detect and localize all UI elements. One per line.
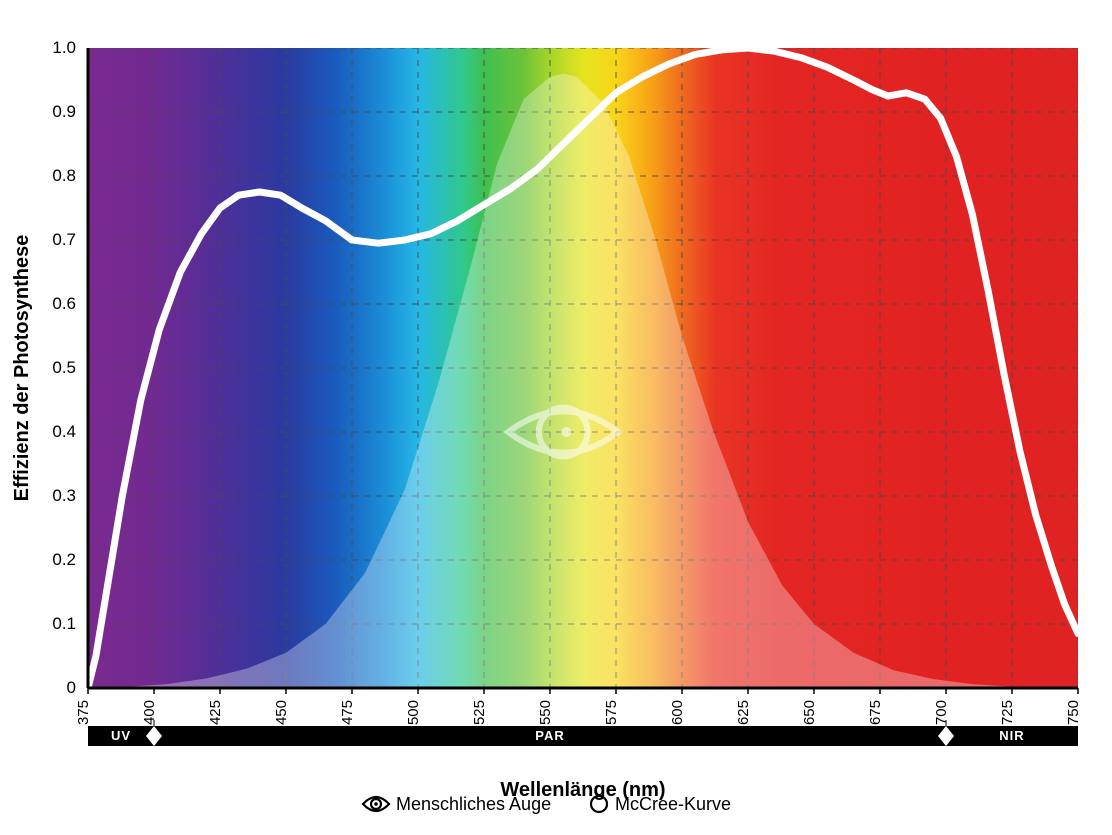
x-tick-label: 700: [933, 700, 950, 725]
legend-label: Menschliches Auge: [396, 794, 551, 814]
x-tick-label: 650: [801, 700, 818, 725]
y-tick-label: 0.6: [52, 294, 76, 313]
x-tick-label: 625: [735, 700, 752, 725]
x-tick-label: 725: [999, 700, 1016, 725]
x-tick-label: 400: [141, 700, 158, 725]
y-tick-label: 0.9: [52, 102, 76, 121]
range-label: NIR: [999, 728, 1024, 743]
y-tick-label: 0.5: [52, 358, 76, 377]
y-tick-label: 0: [67, 678, 76, 697]
y-axis-label: Effizienz der Photosynthese: [11, 235, 33, 502]
y-tick-label: 0.1: [52, 614, 76, 633]
y-tick-label: 1.0: [52, 38, 76, 57]
x-tick-label: 425: [207, 700, 224, 725]
legend: Menschliches Auge McCree-Kurve: [363, 794, 731, 814]
x-tick-label: 500: [405, 700, 422, 725]
x-tick-label: 375: [75, 700, 92, 725]
x-tick-label: 525: [471, 700, 488, 725]
x-tick-label: 450: [273, 700, 290, 725]
y-tick-label: 0.8: [52, 166, 76, 185]
spectrum-chart: 0 0.1 0.2 0.3 0.4 0.5 0.6 0.7 0.8 0.9 1.0 375 400 425…: [0, 0, 1112, 835]
x-tick-label: 600: [669, 700, 686, 725]
y-tick-label: 0.2: [52, 550, 76, 569]
chart-svg: 0 0.1 0.2 0.3 0.4 0.5 0.6 0.7 0.8 0.9 1.0 375 400 425…: [0, 0, 1112, 835]
range-label: UV: [111, 728, 131, 743]
y-tick-label: 0.3: [52, 486, 76, 505]
y-tick-label: 0.7: [52, 230, 76, 249]
x-tick-label: 475: [339, 700, 356, 725]
y-tick-label: 0.4: [52, 422, 76, 441]
range-label: PAR: [535, 728, 564, 743]
legend-label: McCree-Kurve: [615, 794, 731, 814]
x-tick-label: 750: [1065, 700, 1082, 725]
x-tick-label: 550: [537, 700, 554, 725]
x-tick-label: 575: [603, 700, 620, 725]
x-tick-label: 675: [867, 700, 884, 725]
